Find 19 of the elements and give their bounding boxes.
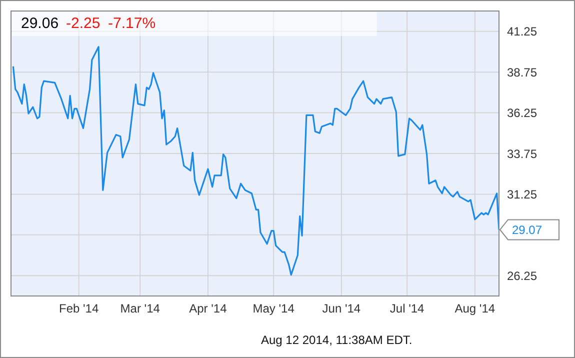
y-tick-label: 36.25 (507, 106, 538, 120)
x-tick-label: Jul '14 (390, 302, 425, 316)
annotation: 29.06 (21, 15, 59, 32)
annotation: 29.07 (512, 223, 542, 238)
x-tick-label: Apr '14 (189, 302, 228, 316)
text: Aug 12 2014, 11:38AM EDT. (261, 333, 412, 347)
x-tick-label: Aug '14 (454, 302, 496, 316)
line-series (12, 46, 499, 276)
y-tick-label: 31.25 (507, 187, 538, 202)
y-tick-label: 26.25 (507, 268, 538, 283)
y-tick-label: 38.75 (507, 65, 538, 80)
annotation: -2.25 (66, 15, 100, 32)
annotation: -7.17% (108, 15, 156, 32)
y-tick-label: 33.75 (507, 146, 538, 161)
x-tick-label: Jun '14 (322, 302, 361, 316)
y-tick-label: 41.25 (507, 24, 538, 39)
x-tick-label: Feb '14 (59, 302, 99, 316)
x-tick-label: Mar '14 (120, 302, 160, 316)
x-tick-label: May '14 (252, 302, 295, 316)
